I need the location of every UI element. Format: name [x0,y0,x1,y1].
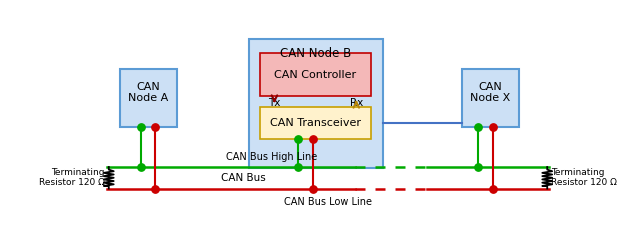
Point [136,165,146,169]
Point [150,125,161,129]
Text: CAN
Node X: CAN Node X [470,82,511,103]
Text: CAN Controller: CAN Controller [275,70,356,80]
Text: Rx: Rx [349,98,363,108]
Text: Terminating
Resistor 120 Ω: Terminating Resistor 120 Ω [39,168,105,188]
Point [473,165,483,169]
FancyBboxPatch shape [120,69,177,127]
Point [488,187,498,190]
Point [473,125,483,129]
Text: CAN
Node A: CAN Node A [128,82,168,103]
Point [293,137,303,141]
FancyBboxPatch shape [260,53,371,96]
Point [293,165,303,169]
Point [150,187,161,190]
Point [136,125,146,129]
Text: Terminating
Resistor 120 Ω: Terminating Resistor 120 Ω [551,168,617,188]
Text: CAN Bus High Line: CAN Bus High Line [227,152,317,162]
FancyBboxPatch shape [462,69,519,127]
Point [308,137,318,141]
Text: CAN Bus: CAN Bus [221,173,266,183]
Text: Tx: Tx [268,98,280,108]
Text: CAN Node B: CAN Node B [280,47,351,60]
Point [308,187,318,190]
Point [488,125,498,129]
FancyBboxPatch shape [249,39,383,168]
Text: CAN Transceiver: CAN Transceiver [270,118,361,128]
Text: CAN Bus Low Line: CAN Bus Low Line [284,197,372,207]
FancyBboxPatch shape [260,107,371,139]
